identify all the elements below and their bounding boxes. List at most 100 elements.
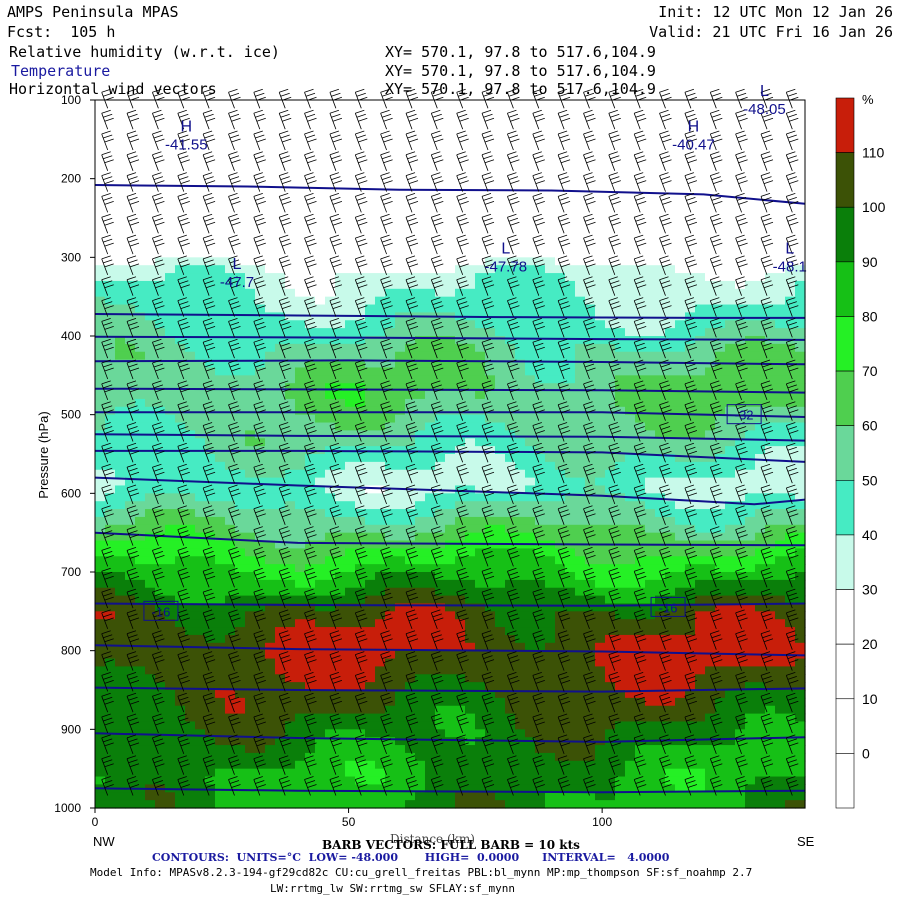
rh-cell <box>585 446 596 455</box>
rh-cell <box>545 359 556 369</box>
rh-cell <box>205 682 216 691</box>
rh-cell <box>175 548 186 557</box>
rh-cell <box>305 359 316 369</box>
rh-cell <box>195 454 206 463</box>
rh-cell <box>375 202 386 211</box>
rh-cell <box>465 139 476 148</box>
rh-cell <box>295 690 306 699</box>
rh-cell <box>615 398 626 408</box>
rh-cell <box>105 257 116 266</box>
rh-cell <box>455 406 466 416</box>
rh-cell <box>125 469 136 479</box>
rh-cell <box>225 162 236 172</box>
rh-cell <box>575 155 586 164</box>
rh-cell <box>425 760 436 770</box>
rh-cell <box>285 556 296 565</box>
rh-cell <box>605 713 616 723</box>
rh-cell <box>475 359 486 369</box>
rh-cell <box>575 202 586 211</box>
rh-cell <box>465 147 476 156</box>
rh-cell <box>495 131 506 140</box>
rh-cell <box>285 186 296 195</box>
rh-cell <box>255 642 266 652</box>
rh-cell <box>295 273 306 282</box>
rh-cell <box>485 202 496 211</box>
rh-cell <box>495 548 506 557</box>
rh-cell <box>295 328 306 337</box>
rh-cell <box>205 414 216 424</box>
rh-cell <box>385 461 396 471</box>
rh-cell <box>305 776 316 785</box>
rh-cell <box>185 147 196 156</box>
rh-cell <box>335 273 346 282</box>
rh-cell <box>235 162 246 172</box>
rh-cell <box>435 398 446 408</box>
rh-cell <box>575 485 586 494</box>
rh-cell <box>375 398 386 408</box>
rh-cell <box>345 233 356 243</box>
rh-cell <box>625 265 636 274</box>
rh-cell <box>375 713 386 723</box>
rh-cell <box>195 792 206 801</box>
rh-cell <box>425 619 436 628</box>
rh-cell <box>195 225 206 235</box>
rh-cell <box>375 611 386 620</box>
rh-cell <box>155 595 166 605</box>
rh-cell <box>445 391 456 400</box>
rh-cell <box>215 461 226 471</box>
rh-cell <box>355 170 366 180</box>
rh-cell <box>175 186 186 195</box>
rh-cell <box>515 524 526 534</box>
rh-cell <box>195 375 206 384</box>
rh-cell <box>315 186 326 195</box>
rh-cell <box>605 792 616 801</box>
rh-cell <box>295 178 306 188</box>
rh-cell <box>215 697 226 707</box>
rh-cell <box>335 792 346 801</box>
rh-cell <box>345 634 356 644</box>
rh-cell <box>445 768 456 778</box>
rh-cell <box>205 438 216 447</box>
rh-cell <box>135 760 146 770</box>
rh-cell <box>395 619 406 628</box>
rh-cell <box>265 288 276 298</box>
rh-cell <box>415 768 426 778</box>
rh-cell <box>515 265 526 274</box>
rh-cell <box>335 249 346 258</box>
rh-cell <box>445 564 456 573</box>
rh-cell <box>625 595 636 605</box>
rh-cell <box>295 422 306 431</box>
rh-cell <box>375 469 386 479</box>
rh-cell <box>175 100 186 109</box>
rh-cell <box>405 367 416 376</box>
rh-cell <box>165 469 176 479</box>
rh-cell <box>205 422 216 431</box>
rh-cell <box>345 430 356 439</box>
rh-cell <box>255 619 266 628</box>
rh-cell <box>635 792 646 801</box>
rh-cell <box>395 414 406 424</box>
rh-cell <box>295 469 306 479</box>
rh-cell <box>495 265 506 274</box>
rh-cell <box>325 752 336 762</box>
rh-cell <box>215 595 226 605</box>
rh-cell <box>445 454 456 463</box>
rh-cell <box>215 516 226 526</box>
rh-cell <box>465 556 476 565</box>
rh-cell <box>245 391 256 400</box>
rh-cell <box>245 524 256 534</box>
rh-cell <box>595 532 606 542</box>
rh-cell <box>365 351 376 361</box>
rh-cell <box>475 697 486 707</box>
rh-cell <box>95 619 106 628</box>
rh-cell <box>175 210 186 219</box>
rh-cell <box>325 745 336 754</box>
rh-cell <box>185 202 196 211</box>
rh-cell <box>505 800 516 809</box>
rh-cell <box>245 280 256 290</box>
rh-cell <box>555 658 566 667</box>
rh-cell <box>225 658 236 667</box>
rh-cell <box>605 493 616 502</box>
rh-cell <box>505 296 516 306</box>
rh-cell <box>545 170 556 180</box>
